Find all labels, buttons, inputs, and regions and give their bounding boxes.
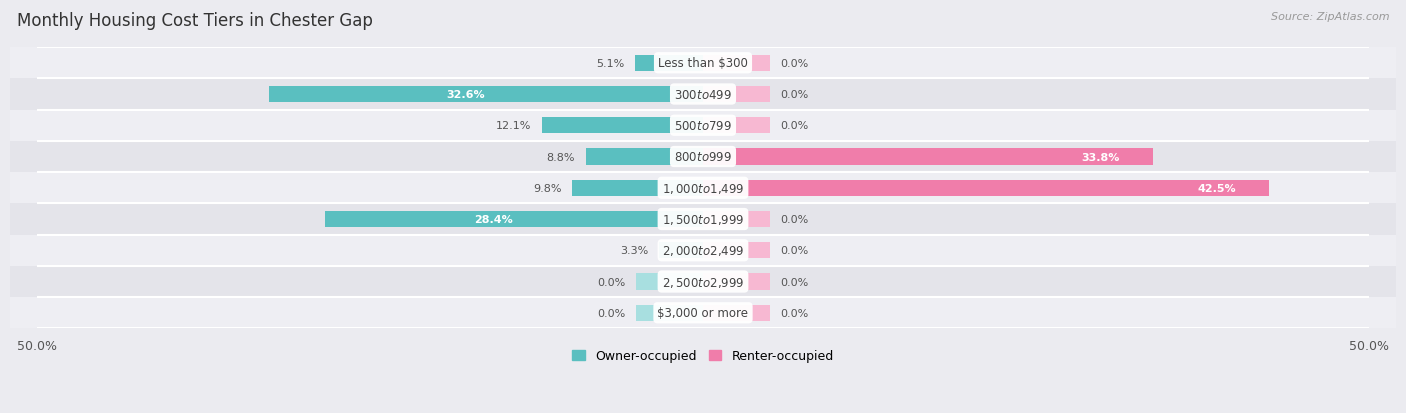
Text: 0.0%: 0.0%: [780, 308, 808, 318]
Bar: [703, 274, 769, 290]
Text: 3.3%: 3.3%: [620, 246, 648, 256]
Bar: [703, 87, 769, 103]
Bar: [572, 180, 703, 197]
Text: $1,500 to $1,999: $1,500 to $1,999: [662, 213, 744, 226]
Bar: [10, 204, 1396, 235]
Text: 0.0%: 0.0%: [780, 214, 808, 225]
Bar: [586, 149, 703, 165]
Bar: [10, 173, 1396, 204]
Text: Source: ZipAtlas.com: Source: ZipAtlas.com: [1271, 12, 1389, 22]
Bar: [541, 118, 703, 134]
Text: 42.5%: 42.5%: [1198, 183, 1236, 193]
Bar: [659, 242, 703, 259]
Bar: [703, 149, 1153, 165]
Bar: [703, 118, 769, 134]
Bar: [636, 55, 703, 72]
Text: 0.0%: 0.0%: [780, 246, 808, 256]
Bar: [703, 180, 1270, 197]
Bar: [10, 235, 1396, 266]
Text: $1,000 to $1,499: $1,000 to $1,499: [662, 181, 744, 195]
Text: $300 to $499: $300 to $499: [673, 88, 733, 101]
Text: 0.0%: 0.0%: [780, 121, 808, 131]
Text: 32.6%: 32.6%: [447, 90, 485, 100]
Bar: [10, 110, 1396, 142]
Bar: [10, 79, 1396, 110]
Text: 28.4%: 28.4%: [474, 214, 513, 225]
Text: $800 to $999: $800 to $999: [673, 151, 733, 164]
Text: 0.0%: 0.0%: [780, 277, 808, 287]
Text: 0.0%: 0.0%: [780, 59, 808, 69]
Text: Monthly Housing Cost Tiers in Chester Gap: Monthly Housing Cost Tiers in Chester Ga…: [17, 12, 373, 30]
Text: 12.1%: 12.1%: [496, 121, 531, 131]
Bar: [10, 48, 1396, 79]
Legend: Owner-occupied, Renter-occupied: Owner-occupied, Renter-occupied: [568, 344, 838, 367]
Text: Less than $300: Less than $300: [658, 57, 748, 70]
Text: 0.0%: 0.0%: [598, 277, 626, 287]
Text: 0.0%: 0.0%: [598, 308, 626, 318]
Text: $500 to $799: $500 to $799: [673, 119, 733, 133]
Bar: [637, 305, 703, 321]
Text: 33.8%: 33.8%: [1081, 152, 1121, 162]
Bar: [703, 55, 769, 72]
Bar: [10, 266, 1396, 297]
Text: 8.8%: 8.8%: [547, 152, 575, 162]
Text: 0.0%: 0.0%: [780, 90, 808, 100]
Text: $2,000 to $2,499: $2,000 to $2,499: [662, 244, 744, 258]
Bar: [10, 142, 1396, 173]
Bar: [325, 211, 703, 228]
Bar: [10, 297, 1396, 329]
Text: 9.8%: 9.8%: [533, 183, 562, 193]
Text: $2,500 to $2,999: $2,500 to $2,999: [662, 275, 744, 289]
Bar: [637, 274, 703, 290]
Bar: [703, 211, 769, 228]
Bar: [269, 87, 703, 103]
Text: 5.1%: 5.1%: [596, 59, 624, 69]
Text: $3,000 or more: $3,000 or more: [658, 306, 748, 320]
Bar: [703, 305, 769, 321]
Bar: [703, 242, 769, 259]
